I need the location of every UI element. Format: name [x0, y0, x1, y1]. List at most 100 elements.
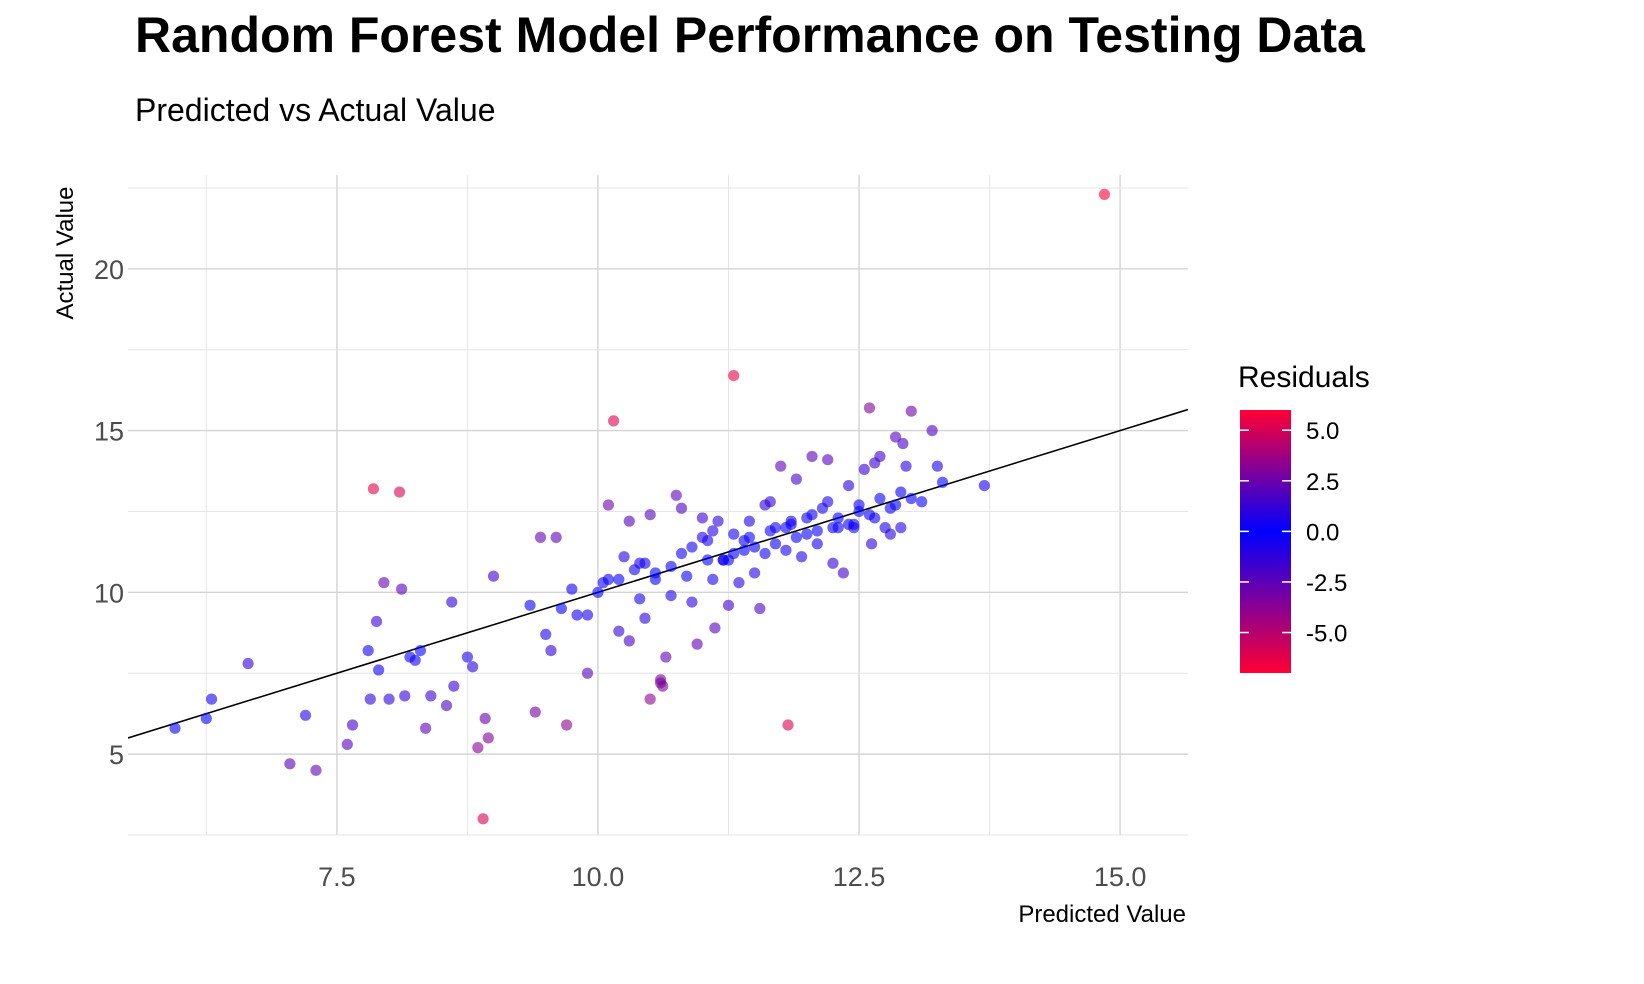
data-point: [801, 528, 813, 540]
data-point: [448, 680, 460, 692]
data-point: [446, 596, 458, 608]
data-point: [644, 509, 656, 521]
data-point: [916, 496, 928, 508]
data-point: [242, 657, 254, 670]
data-point: [790, 473, 802, 485]
data-point: [696, 512, 708, 524]
data-point: [764, 496, 776, 508]
legend-label: -5.0: [1306, 621, 1347, 648]
data-point: [378, 577, 390, 589]
data-point: [931, 460, 943, 472]
data-point: [702, 534, 714, 547]
data-point: [712, 515, 724, 527]
data-point: [623, 515, 635, 527]
data-point: [775, 460, 787, 472]
data-point: [566, 583, 578, 595]
data-point: [848, 518, 860, 531]
data-point: [675, 502, 688, 514]
data-point: [639, 557, 651, 569]
data-point: [383, 693, 395, 705]
legend-label: 0.0: [1306, 519, 1339, 546]
data-point: [749, 541, 761, 553]
data-point: [644, 693, 656, 705]
x-tick-label: 7.5: [318, 862, 356, 892]
data-point: [399, 690, 411, 702]
data-point: [686, 541, 698, 553]
data-point: [869, 512, 881, 524]
data-point: [346, 719, 359, 731]
data-point: [487, 570, 500, 582]
legend-colorbar: [1240, 410, 1291, 673]
data-point: [832, 512, 844, 524]
x-tick-label: 10.0: [572, 862, 625, 892]
data-point: [822, 496, 834, 508]
data-point: [978, 479, 990, 492]
data-point: [545, 644, 557, 657]
data-point: [409, 654, 421, 666]
data-point: [895, 522, 907, 534]
data-point: [634, 593, 646, 605]
data-point: [754, 602, 766, 615]
y-tick-label: 5: [109, 740, 124, 770]
data-point: [639, 612, 651, 624]
data-point: [707, 573, 719, 586]
data-point: [425, 690, 437, 702]
data-point: [837, 567, 849, 579]
data-point: [889, 499, 902, 511]
data-point: [936, 476, 949, 488]
data-point: [769, 538, 782, 550]
data-point: [709, 622, 721, 634]
data-point: [811, 538, 823, 550]
data-point: [472, 742, 484, 754]
data-point: [571, 609, 583, 621]
data-point: [440, 699, 453, 712]
data-point: [534, 531, 547, 543]
plot-grid: [128, 175, 1188, 836]
data-point: [749, 567, 761, 579]
data-point: [722, 554, 735, 566]
data-point: [581, 609, 594, 621]
data-point: [655, 674, 667, 686]
data-point: [895, 486, 907, 498]
data-point: [420, 722, 432, 734]
legend-label: 2.5: [1306, 469, 1339, 496]
data-point: [649, 567, 661, 579]
data-point: [759, 547, 771, 560]
axis-ticks: 7.5 10.0 12.5 15.0 5 10 15 20: [94, 255, 1146, 892]
data-point: [618, 551, 630, 563]
data-point: [373, 664, 385, 676]
data-point: [827, 557, 839, 569]
data-point: [743, 515, 755, 527]
data-point: [764, 525, 776, 537]
data-point: [827, 522, 839, 534]
y-tick-label: 10: [94, 578, 124, 608]
data-point: [858, 463, 870, 476]
data-point: [681, 570, 693, 582]
x-axis-title: Predicted Value: [1018, 901, 1186, 928]
data-point: [780, 544, 792, 556]
data-point: [602, 499, 614, 511]
legend-label: -2.5: [1306, 570, 1347, 597]
data-point: [900, 460, 912, 472]
data-point: [728, 528, 740, 540]
data-point: [811, 525, 823, 537]
data-point: [581, 667, 594, 679]
data-point: [806, 450, 818, 463]
data-point: [675, 547, 688, 560]
data-point: [743, 531, 755, 543]
chart-subtitle: Predicted vs Actual Value: [135, 92, 496, 128]
data-point: [738, 544, 750, 556]
data-point: [728, 369, 740, 382]
data-point: [790, 531, 802, 543]
data-point: [874, 450, 886, 463]
data-point: [200, 712, 212, 725]
data-point: [310, 764, 322, 776]
data-point: [362, 644, 374, 657]
data-point: [702, 554, 714, 566]
data-point: [613, 573, 625, 586]
data-point: [665, 560, 677, 573]
data-point: [613, 625, 625, 637]
data-point: [665, 589, 677, 602]
data-point: [524, 599, 536, 611]
